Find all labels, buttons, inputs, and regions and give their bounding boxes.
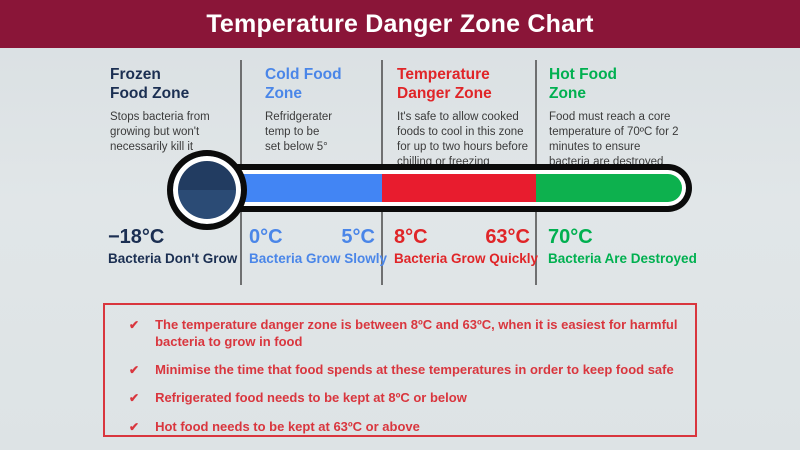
zone-title: Hot Food Zone: [549, 66, 618, 102]
zone-description: It's safe to allow cooked foods to cool …: [397, 110, 529, 169]
notes-box: ✔ The temperature danger zone is between…: [103, 303, 697, 437]
zone-hot-header: Hot Food Zone Food must reach a core tem…: [549, 66, 695, 171]
zone-caption: Bacteria Grow Quickly: [394, 251, 539, 266]
note-text: Refrigerated food needs to be kept at 8º…: [155, 390, 467, 406]
check-icon: ✔: [129, 419, 140, 434]
zone-description: Food must reach a core temperature of 70…: [549, 110, 679, 169]
note-item: ✔ Hot food needs to be kept at 63ºC or a…: [105, 419, 695, 436]
zone-danger-header: Temperature Danger Zone It's safe to all…: [397, 66, 531, 171]
zone-danger-temps: 8°C 63°C Bacteria Grow Quickly: [394, 226, 539, 266]
segment-cold: [242, 174, 382, 202]
page-title: Temperature Danger Zone Chart: [206, 9, 594, 38]
zone-caption: Bacteria Don't Grow: [108, 251, 238, 266]
thermometer-tube: [232, 164, 692, 212]
note-text: The temperature danger zone is between 8…: [155, 317, 678, 349]
zone-hot-temps: 70°C Bacteria Are Destroyed: [548, 226, 698, 266]
note-text: Hot food needs to be kept at 63ºC or abo…: [155, 418, 420, 434]
note-item: ✔ The temperature danger zone is between…: [105, 317, 695, 351]
segment-danger: [382, 174, 536, 202]
check-icon: ✔: [129, 318, 140, 332]
thermometer-bulb: [167, 150, 247, 230]
temp-start: 70°C: [548, 226, 593, 248]
zone-description: Stops bacteria from growing but won't ne…: [110, 110, 210, 154]
note-item: ✔ Refrigerated food needs to be kept at …: [105, 390, 695, 407]
temp-start: 8°C: [394, 226, 428, 248]
temp-start: −18°C: [108, 226, 165, 248]
temp-start: 0°C: [249, 226, 283, 248]
segment-hot: [536, 174, 682, 202]
zone-title: Cold Food Zone: [265, 66, 342, 102]
zone-caption: Bacteria Are Destroyed: [548, 251, 697, 266]
zone-caption: Bacteria Grow Slowly: [249, 251, 388, 266]
thermometer-fill: [242, 174, 682, 202]
check-icon: ✔: [129, 391, 140, 406]
zone-frozen-header: Frozen Food Zone Stops bacteria from gro…: [110, 66, 238, 155]
zone-cold-temps: 0°C 5°C Bacteria Grow Slowly: [249, 226, 388, 266]
zone-cold-header: Cold Food Zone Refridgerater temp to be …: [265, 66, 377, 155]
note-text: Minimise the time that food spends at th…: [155, 361, 674, 377]
temp-end: 63°C: [485, 226, 530, 248]
zone-title: Frozen Food Zone: [110, 66, 190, 102]
zone-frozen-temps: −18°C Bacteria Don't Grow: [108, 226, 238, 266]
check-icon: ✔: [129, 362, 140, 377]
note-item: ✔ Minimise the time that food spends at …: [105, 362, 695, 379]
header-bar: Temperature Danger Zone Chart: [0, 0, 800, 48]
zone-title: Temperature Danger Zone: [397, 66, 492, 102]
zone-description: Refridgerater temp to be set below 5°: [265, 110, 333, 154]
temp-end: 5°C: [341, 226, 375, 248]
